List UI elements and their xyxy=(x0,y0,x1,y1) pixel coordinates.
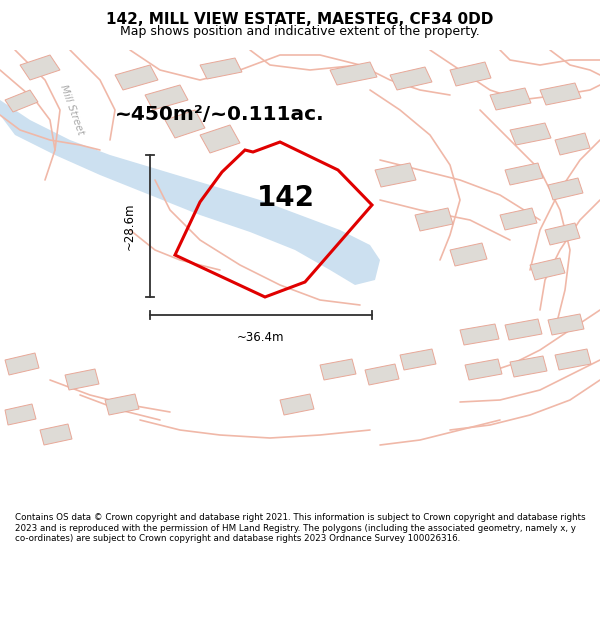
Text: Map shows position and indicative extent of the property.: Map shows position and indicative extent… xyxy=(120,24,480,38)
Polygon shape xyxy=(465,359,502,380)
Polygon shape xyxy=(555,133,590,155)
Text: 142: 142 xyxy=(257,184,314,212)
Polygon shape xyxy=(40,424,72,445)
Polygon shape xyxy=(390,67,432,90)
Polygon shape xyxy=(500,208,537,230)
Polygon shape xyxy=(548,178,583,200)
Polygon shape xyxy=(400,349,436,370)
Polygon shape xyxy=(5,353,39,375)
Polygon shape xyxy=(530,258,565,280)
Polygon shape xyxy=(490,88,531,110)
Text: 142, MILL VIEW ESTATE, MAESTEG, CF34 0DD: 142, MILL VIEW ESTATE, MAESTEG, CF34 0DD xyxy=(106,12,494,28)
Polygon shape xyxy=(545,223,580,245)
Text: ~450m²/~0.111ac.: ~450m²/~0.111ac. xyxy=(115,106,325,124)
Text: Mill Street: Mill Street xyxy=(58,84,86,136)
Text: ~36.4m: ~36.4m xyxy=(237,331,285,344)
Polygon shape xyxy=(510,123,551,145)
Polygon shape xyxy=(165,110,205,138)
Polygon shape xyxy=(320,359,356,380)
Polygon shape xyxy=(510,356,547,377)
Polygon shape xyxy=(280,394,314,415)
Polygon shape xyxy=(505,319,542,340)
Polygon shape xyxy=(505,163,543,185)
Polygon shape xyxy=(330,62,377,85)
Polygon shape xyxy=(415,208,453,231)
Polygon shape xyxy=(105,394,139,415)
Polygon shape xyxy=(0,50,380,285)
Polygon shape xyxy=(460,324,499,345)
Polygon shape xyxy=(375,163,416,187)
Polygon shape xyxy=(540,83,581,105)
Polygon shape xyxy=(365,364,399,385)
Polygon shape xyxy=(65,369,99,390)
Polygon shape xyxy=(200,125,240,153)
Text: Contains OS data © Crown copyright and database right 2021. This information is : Contains OS data © Crown copyright and d… xyxy=(15,514,586,543)
Polygon shape xyxy=(20,55,60,80)
Polygon shape xyxy=(548,314,584,335)
Polygon shape xyxy=(5,404,36,425)
Polygon shape xyxy=(450,62,491,86)
Polygon shape xyxy=(555,349,591,370)
Polygon shape xyxy=(115,65,158,90)
Polygon shape xyxy=(5,90,38,112)
Text: ~28.6m: ~28.6m xyxy=(123,202,136,250)
Polygon shape xyxy=(145,85,188,110)
Polygon shape xyxy=(450,243,487,266)
Polygon shape xyxy=(200,58,242,79)
